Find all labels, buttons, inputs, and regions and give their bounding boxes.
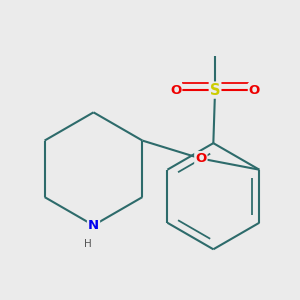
- Text: N: N: [88, 219, 99, 232]
- Text: O: O: [170, 84, 181, 97]
- Text: S: S: [210, 82, 220, 98]
- Text: H: H: [85, 239, 92, 249]
- Text: O: O: [249, 84, 260, 97]
- Text: O: O: [195, 152, 206, 165]
